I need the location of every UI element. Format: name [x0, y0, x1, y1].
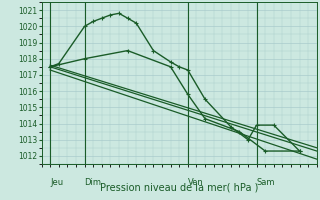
X-axis label: Pression niveau de la mer( hPa ): Pression niveau de la mer( hPa ): [100, 183, 258, 193]
Text: Dim: Dim: [84, 178, 102, 187]
Text: Jeu: Jeu: [50, 178, 63, 187]
Text: Sam: Sam: [257, 178, 275, 187]
Text: Ven: Ven: [188, 178, 204, 187]
